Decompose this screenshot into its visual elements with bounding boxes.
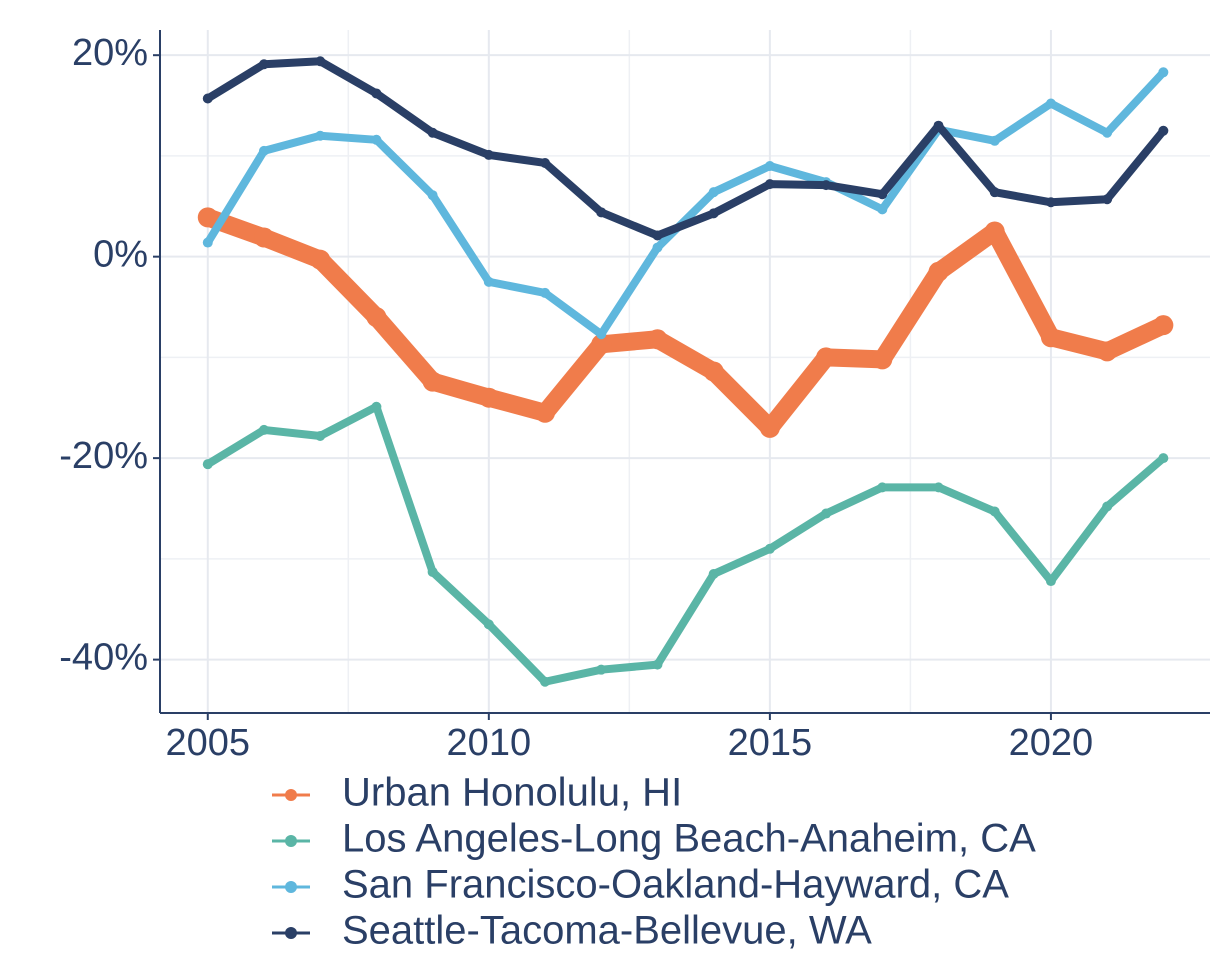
series-point	[371, 88, 382, 99]
series-point	[1045, 576, 1056, 587]
series-point	[1153, 315, 1174, 336]
series-line	[204, 208, 1168, 437]
legend-label: Seattle-Tacoma-Bellevue, WA	[342, 909, 872, 953]
series-point	[821, 508, 832, 519]
series-point	[759, 417, 780, 438]
series-point	[422, 371, 443, 392]
series-point	[984, 221, 1005, 242]
series-point	[258, 145, 269, 156]
series-point	[989, 506, 1000, 517]
series-point	[1097, 341, 1118, 362]
series-point	[764, 160, 775, 171]
series-line	[204, 69, 1167, 339]
y-tick-label: -20%	[59, 435, 148, 477]
series-point	[877, 189, 888, 200]
series-point	[197, 207, 218, 228]
series-point	[708, 208, 719, 219]
legend-marker	[285, 927, 297, 939]
legend-marker	[285, 789, 297, 801]
series-point	[202, 237, 213, 248]
series-point	[315, 56, 326, 67]
series-point	[310, 249, 331, 270]
series-point	[596, 664, 607, 675]
series-point	[652, 242, 663, 253]
series-point	[764, 543, 775, 554]
series-point	[821, 180, 832, 191]
series-point	[535, 402, 556, 423]
series-point	[872, 349, 893, 370]
series-point	[596, 207, 607, 218]
series-point	[816, 347, 837, 368]
series-point	[1102, 194, 1113, 205]
series-point	[371, 134, 382, 145]
series-point	[253, 227, 274, 248]
series-point	[366, 307, 387, 328]
x-tick-label: 2015	[728, 722, 813, 764]
series-point	[1040, 327, 1061, 348]
series-point	[928, 261, 949, 282]
series-point	[703, 361, 724, 382]
series-point	[427, 127, 438, 138]
series-point	[652, 230, 663, 241]
series-point	[933, 120, 944, 131]
series-point	[258, 59, 269, 70]
legend-label: Los Angeles-Long Beach-Anaheim, CA	[342, 817, 1036, 861]
series-point	[540, 287, 551, 298]
series-point	[1045, 98, 1056, 109]
series-point	[1158, 453, 1169, 464]
series-point	[764, 179, 775, 190]
series-point	[258, 424, 269, 435]
series-point	[591, 334, 612, 355]
series-point	[708, 568, 719, 579]
series-point	[483, 619, 494, 630]
legend-label: Urban Honolulu, HI	[342, 771, 682, 815]
series-point	[596, 329, 607, 340]
series-point	[483, 149, 494, 160]
series-point	[933, 482, 944, 493]
series-point	[708, 187, 719, 198]
x-tick-label: 2005	[166, 722, 251, 764]
series-point	[1158, 125, 1169, 136]
series-point	[315, 130, 326, 141]
legend-label: San Francisco-Oakland-Hayward, CA	[342, 863, 1009, 907]
legend-marker	[285, 881, 297, 893]
series-point	[989, 135, 1000, 146]
series-point	[315, 430, 326, 441]
series-point	[202, 459, 213, 470]
series-point	[540, 676, 551, 687]
series-point	[989, 187, 1000, 198]
series-point	[202, 93, 213, 104]
series-point	[877, 204, 888, 215]
legend-marker	[285, 835, 297, 847]
series-point	[1102, 501, 1113, 512]
series-point	[427, 566, 438, 577]
x-tick-label: 2020	[1009, 722, 1094, 764]
series-point	[647, 329, 668, 350]
series-point	[877, 482, 888, 493]
x-tick-label: 2010	[447, 722, 532, 764]
series-point	[371, 401, 382, 412]
series-point	[483, 276, 494, 287]
series-point	[540, 157, 551, 168]
series-line	[205, 57, 1167, 240]
series-point	[478, 387, 499, 408]
series-point	[1102, 127, 1113, 138]
y-tick-label: -40%	[59, 637, 148, 679]
y-tick-label: 0%	[93, 234, 148, 276]
series-line	[205, 402, 1166, 686]
series-point	[1045, 197, 1056, 208]
y-tick-label: 20%	[72, 32, 148, 74]
series-point	[652, 659, 663, 670]
series-point	[1158, 67, 1169, 78]
series-point	[427, 190, 438, 201]
